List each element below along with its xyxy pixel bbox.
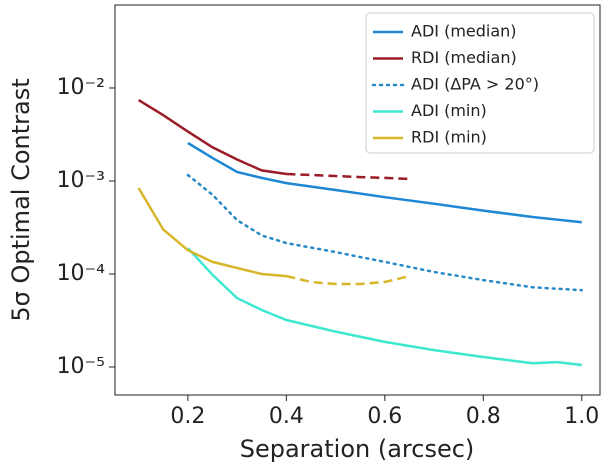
y-tick-label: 10⁻² (57, 75, 105, 100)
legend-label: RDI (min) (411, 128, 487, 147)
line-series (186, 173, 584, 292)
x-tick-label: 0.6 (367, 404, 402, 429)
legend-box (365, 12, 595, 154)
legend-label: ADI (ΔPA > 20°) (411, 75, 539, 94)
y-tick-label: 10⁻⁵ (57, 354, 105, 379)
line-series (137, 99, 287, 176)
x-tick-label: 1.0 (564, 404, 599, 429)
y-axis-label: 5σ Optimal Contrast (7, 78, 35, 321)
x-tick-label: 0.2 (170, 404, 205, 429)
y-tick-label: 10⁻⁴ (57, 261, 106, 286)
x-axis-label: Separation (arcsec) (240, 435, 475, 463)
plot-frame (114, 4, 601, 396)
x-tick-label: 0.8 (466, 404, 501, 429)
line-series (286, 274, 410, 286)
line-series (187, 141, 582, 224)
x-tick-label: 0.4 (269, 404, 304, 429)
line-series (137, 187, 287, 278)
legend-label: ADI (median) (411, 22, 517, 41)
line-series (186, 247, 582, 367)
legend-label: RDI (median) (411, 48, 517, 67)
line-series (286, 172, 410, 181)
y-tick-label: 10⁻³ (57, 168, 105, 193)
legend-label: ADI (min) (411, 101, 487, 120)
